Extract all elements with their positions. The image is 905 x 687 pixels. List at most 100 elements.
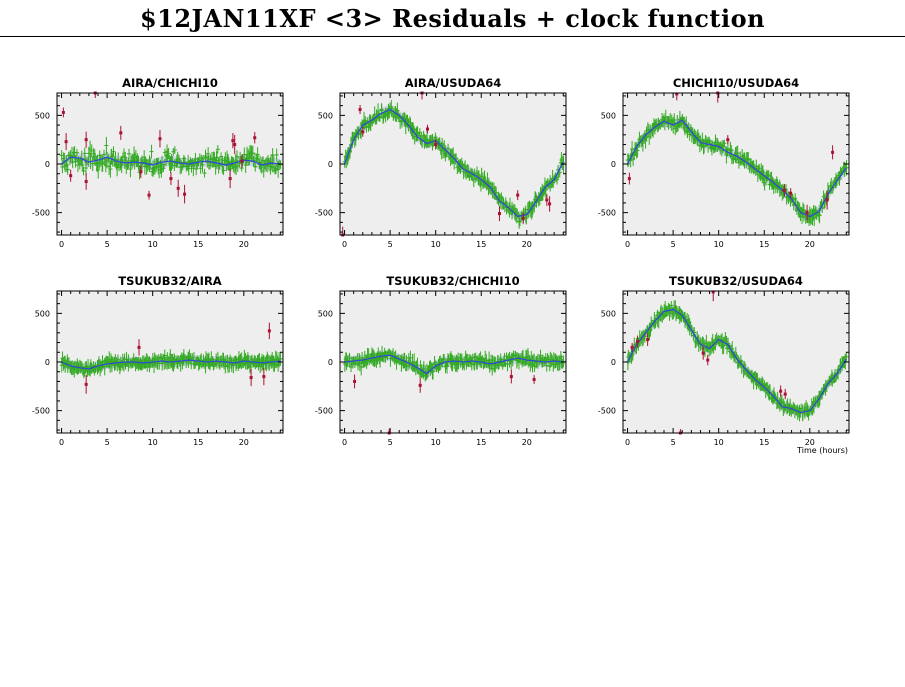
flagged-point [548,202,552,206]
flagged-point [701,351,705,355]
flagged-point [711,290,715,294]
flagged-point [84,382,88,386]
x-tick-label: 0 [342,438,347,447]
flagged-point [726,138,730,142]
y-tick-label: 0 [45,358,50,367]
x-tick-label: 15 [759,438,769,447]
y-tick-label: 0 [611,160,616,169]
x-tick-label: 10 [431,240,441,249]
y-tick-label: -500 [598,209,616,218]
flagged-point [84,138,88,142]
x-tick-label: 5 [105,240,110,249]
y-tick-label: 500 [35,111,50,120]
flagged-point [425,127,429,131]
flagged-point [358,108,362,112]
x-tick-label: 10 [148,438,158,447]
y-tick-label: -500 [32,209,50,218]
x-tick-label: 10 [148,240,158,249]
flagged-point [434,143,438,147]
clock-function-line [344,354,564,375]
flagged-point [267,329,271,333]
flagged-point [137,345,141,349]
y-tick-label: -500 [32,407,50,416]
x-tick-label: 10 [714,438,724,447]
flagged-point [231,139,235,143]
x-tick-label: 20 [805,438,815,447]
flagged-point [636,340,640,344]
clock-uncertainty-band [627,304,847,418]
residual-points [625,300,849,422]
x-tick-label: 20 [239,438,249,447]
panel-chichi10-usuda64: CHICHI10/USUDA64 0 5 10 15 20 -500 0 500 [598,76,850,249]
panel-aira-chichi10: AIRA/CHICHI10 0 5 10 15 20 -500 0 500 [32,76,284,249]
flagged-point [183,192,187,196]
panel-tsukub32-aira: TSUKUB32/AIRA 0 5 10 15 20 -500 0 500 [32,274,284,447]
flagged-point [169,177,173,181]
y-tick-label: 500 [601,111,616,120]
flagged-point [789,191,793,195]
panel-title: AIRA/CHICHI10 [122,76,218,90]
clock-function-line [627,308,847,414]
flagged-point [139,170,143,174]
flagged-point [646,338,650,342]
flagged-point [630,345,634,349]
x-tick-label: 15 [476,438,486,447]
x-tick-label: 15 [193,438,203,447]
x-tick-label: 5 [671,240,676,249]
panel-title: AIRA/USUDA64 [405,76,502,90]
flagged-point [532,378,536,382]
clock-function-line [61,156,281,166]
flagged-point [805,211,809,215]
clock-function-line [344,108,564,218]
flagged-point [249,376,253,380]
flagged-point [831,150,835,154]
clock-function-line [61,359,281,370]
panel-tsukub32-usuda64: TSUKUB32/USUDA64 0 5 10 15 20 -500 0 500 [598,274,850,447]
y-tick-label: 0 [611,358,616,367]
page-title: $12JAN11XF <3> Residuals + clock functio… [139,4,766,33]
x-tick-label: 0 [59,240,64,249]
flagged-point [675,92,679,96]
flagged-point [509,375,513,379]
flagged-point [240,159,244,163]
flagged-point [783,392,787,396]
flagged-point [361,130,365,134]
x-tick-label: 20 [522,240,532,249]
x-tick-label: 0 [625,240,630,249]
flagged-point [825,198,829,202]
x-tick-label: 10 [431,438,441,447]
x-tick-label: 15 [193,240,203,249]
y-tick-label: -500 [315,209,333,218]
flagged-point [418,383,422,387]
flagged-point [627,177,631,181]
y-tick-label: 0 [45,160,50,169]
flagged-point [545,198,549,202]
flagged-point [779,389,783,393]
x-tick-label: 0 [625,438,630,447]
flagged-point [253,136,257,140]
x-tick-label: 20 [239,240,249,249]
x-tick-label: 15 [476,240,486,249]
clock-function-line [627,119,847,218]
flagged-point [782,188,786,192]
flagged-point [262,375,266,379]
flagged-point [158,137,162,141]
y-tick-label: -500 [315,407,333,416]
flagged-point [497,212,501,216]
x-tick-label: 5 [671,438,676,447]
x-axis-label: Time (hours) [796,446,848,455]
flagged-point [64,140,68,144]
x-tick-label: 10 [714,240,724,249]
x-tick-label: 5 [105,438,110,447]
x-tick-label: 20 [805,240,815,249]
flagged-point [176,186,180,190]
flagged-point [69,174,73,178]
y-tick-label: 0 [328,160,333,169]
flagged-points [341,91,552,237]
panel-title: TSUKUB32/USUDA64 [669,274,803,288]
flagged-point [61,110,65,114]
x-tick-label: 0 [342,240,347,249]
panel-title: TSUKUB32/AIRA [118,274,222,288]
flagged-point [516,193,520,197]
